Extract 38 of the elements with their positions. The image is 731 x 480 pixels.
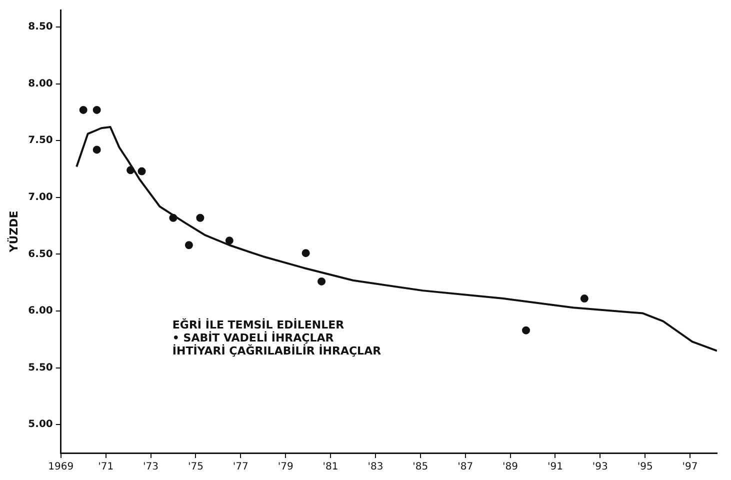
point [92,106,101,114]
y-tick-label: 6.00 [28,306,53,317]
point [184,241,193,250]
y-tick-label: 8.00 [28,78,53,90]
y-tick-label: 8.50 [28,22,53,33]
annotation: • SABİT VADELİ İHRAÇLAR [172,330,334,344]
annotation: EĞRİ İLE TEMSİL EDİLENLER [172,317,345,332]
x-tick-label: '85 [412,462,428,473]
x-tick-label: '97 [682,462,698,473]
y-tick-label: 7.00 [28,192,53,204]
x-tick-label: '95 [637,462,653,473]
point [92,146,101,154]
y-tick-label: 5.50 [28,362,53,374]
y-axis-title: YÜZDE [6,210,20,254]
y-tick-label: 6.50 [28,248,53,260]
x-tick-label: '79 [278,462,294,473]
x-tick-label: '77 [232,462,248,473]
point [522,326,530,334]
x-tick-label: '87 [458,462,474,473]
x-tick-label: '89 [502,462,518,473]
x-tick-label: 1969 [48,462,74,473]
x-tick-label: '91 [547,462,563,473]
point [79,106,88,114]
x-tick-label: '75 [188,462,204,473]
point [225,236,234,245]
point [302,249,310,258]
point [138,167,146,176]
x-tick-label: '81 [322,462,338,473]
x-tick-label: '73 [143,462,158,473]
annotation: İHTİYARİ ÇAĞRILABİLİR İHRAÇLAR [172,343,382,358]
point [318,277,326,286]
y-tick-label: 7.50 [28,135,53,146]
x-tick-label: '93 [592,462,608,473]
point [580,294,588,303]
y-tick-label: 5.00 [28,419,53,430]
x-tick-label: '71 [98,462,114,473]
x-tick-label: '83 [368,462,384,473]
point [196,214,204,222]
